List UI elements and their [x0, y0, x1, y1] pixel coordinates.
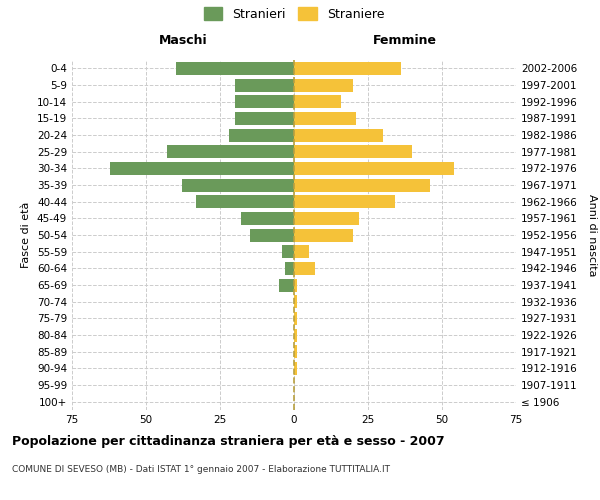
Text: Popolazione per cittadinanza straniera per età e sesso - 2007: Popolazione per cittadinanza straniera p… [12, 435, 445, 448]
Text: Maschi: Maschi [158, 34, 208, 46]
Y-axis label: Anni di nascita: Anni di nascita [587, 194, 597, 276]
Bar [110, 162, 294, 175]
Bar [294, 295, 297, 308]
Bar [294, 212, 359, 225]
Bar [235, 95, 294, 108]
Bar [229, 128, 294, 141]
Bar [294, 162, 454, 175]
Bar [294, 228, 353, 241]
Bar [294, 278, 297, 291]
Bar [241, 212, 294, 225]
Legend: Stranieri, Straniere: Stranieri, Straniere [199, 2, 389, 26]
Bar [294, 112, 356, 125]
Bar [294, 62, 401, 75]
Bar [235, 78, 294, 92]
Bar [182, 178, 294, 192]
Bar [279, 278, 294, 291]
Bar [176, 62, 294, 75]
Bar [294, 312, 297, 325]
Bar [250, 228, 294, 241]
Bar [294, 328, 297, 342]
Bar [294, 245, 309, 258]
Text: Femmine: Femmine [373, 34, 437, 46]
Bar [294, 195, 395, 208]
Bar [196, 195, 294, 208]
Y-axis label: Fasce di età: Fasce di età [22, 202, 31, 268]
Bar [294, 178, 430, 192]
Bar [167, 145, 294, 158]
Bar [294, 345, 297, 358]
Bar [285, 262, 294, 275]
Bar [282, 245, 294, 258]
Bar [294, 362, 297, 375]
Bar [294, 128, 383, 141]
Bar [294, 145, 412, 158]
Bar [294, 95, 341, 108]
Bar [294, 78, 353, 92]
Bar [294, 262, 315, 275]
Text: COMUNE DI SEVESO (MB) - Dati ISTAT 1° gennaio 2007 - Elaborazione TUTTITALIA.IT: COMUNE DI SEVESO (MB) - Dati ISTAT 1° ge… [12, 465, 390, 474]
Bar [235, 112, 294, 125]
